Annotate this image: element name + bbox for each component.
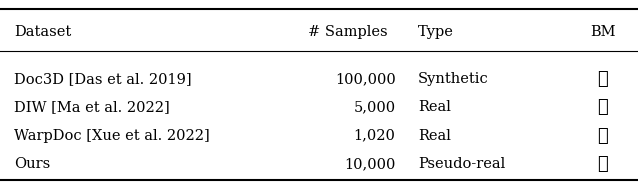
Text: Doc3D [Das et al. 2019]: Doc3D [Das et al. 2019] bbox=[14, 72, 191, 86]
Text: 1,020: 1,020 bbox=[353, 129, 396, 143]
Text: 5,000: 5,000 bbox=[353, 100, 396, 114]
Text: Dataset: Dataset bbox=[14, 25, 71, 39]
Text: BM: BM bbox=[590, 25, 616, 39]
Text: ✓: ✓ bbox=[598, 70, 608, 88]
Text: Ours: Ours bbox=[14, 157, 50, 171]
Text: ✓: ✓ bbox=[598, 155, 608, 173]
Text: Pseudo-real: Pseudo-real bbox=[418, 157, 505, 171]
Text: ✗: ✗ bbox=[598, 98, 608, 116]
Text: DIW [Ma et al. 2022]: DIW [Ma et al. 2022] bbox=[14, 100, 170, 114]
Text: Real: Real bbox=[418, 129, 451, 143]
Text: 100,000: 100,000 bbox=[335, 72, 396, 86]
Text: ✗: ✗ bbox=[598, 127, 608, 145]
Text: 10,000: 10,000 bbox=[344, 157, 396, 171]
Text: # Samples: # Samples bbox=[308, 25, 387, 39]
Text: WarpDoc [Xue et al. 2022]: WarpDoc [Xue et al. 2022] bbox=[14, 129, 210, 143]
Text: Synthetic: Synthetic bbox=[418, 72, 489, 86]
Text: Real: Real bbox=[418, 100, 451, 114]
Text: Type: Type bbox=[418, 25, 454, 39]
